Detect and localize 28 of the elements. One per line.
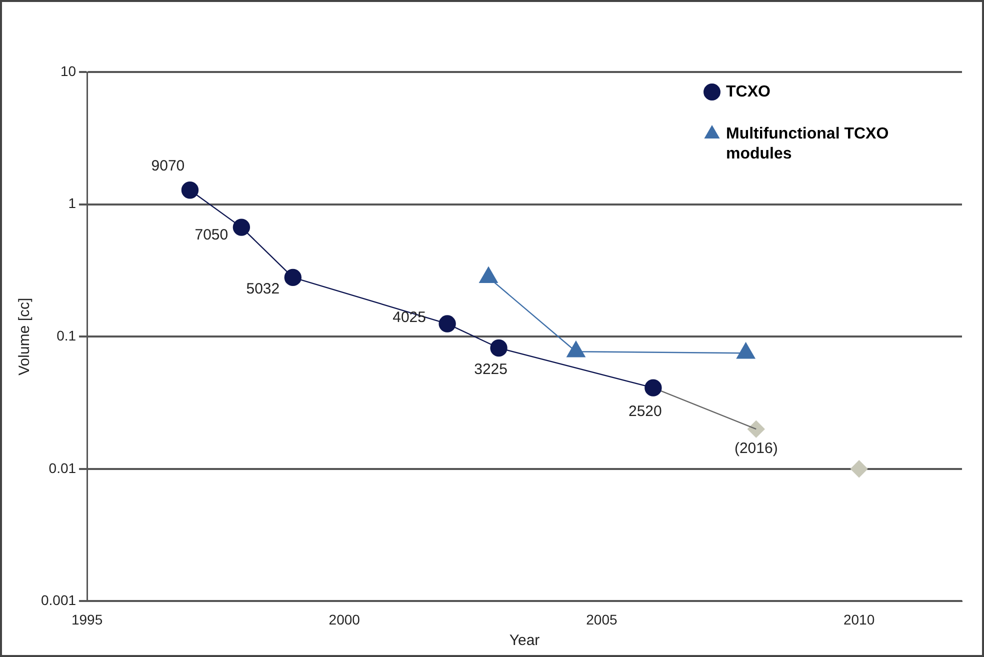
y-tick-label: 1 (68, 195, 76, 212)
y-tick-label: 0.1 (56, 327, 76, 344)
legend-label: TCXO (726, 83, 770, 100)
x-tick-label: 2005 (586, 611, 618, 628)
x-tick-label: 2010 (843, 611, 875, 628)
x-tick-label: 1995 (71, 611, 103, 628)
point (748, 420, 765, 438)
annotation: (2016) (734, 440, 778, 458)
x-tick-label: 2000 (328, 611, 360, 628)
y-tick-label: 10 (60, 62, 76, 79)
annotation: 9070 (151, 157, 185, 174)
x-axis-title: Year (509, 632, 540, 650)
legend-label: Multifunctional TCXO modules (726, 125, 889, 162)
annotation: 3225 (474, 361, 508, 378)
point (284, 268, 302, 286)
point (644, 379, 662, 396)
y-tick-label: 0.01 (48, 460, 76, 476)
annotation: 4025 (392, 308, 426, 326)
annotation: 7050 (194, 226, 228, 244)
point (850, 460, 868, 478)
y-tick-label: 0.001 (40, 592, 76, 608)
point (232, 218, 250, 236)
point (490, 339, 508, 357)
point (181, 182, 199, 199)
annotation: 2520 (628, 402, 662, 420)
y-axis-title: Volume [cc] (16, 298, 34, 376)
annotation: 5032 (246, 280, 280, 298)
point (438, 315, 456, 332)
